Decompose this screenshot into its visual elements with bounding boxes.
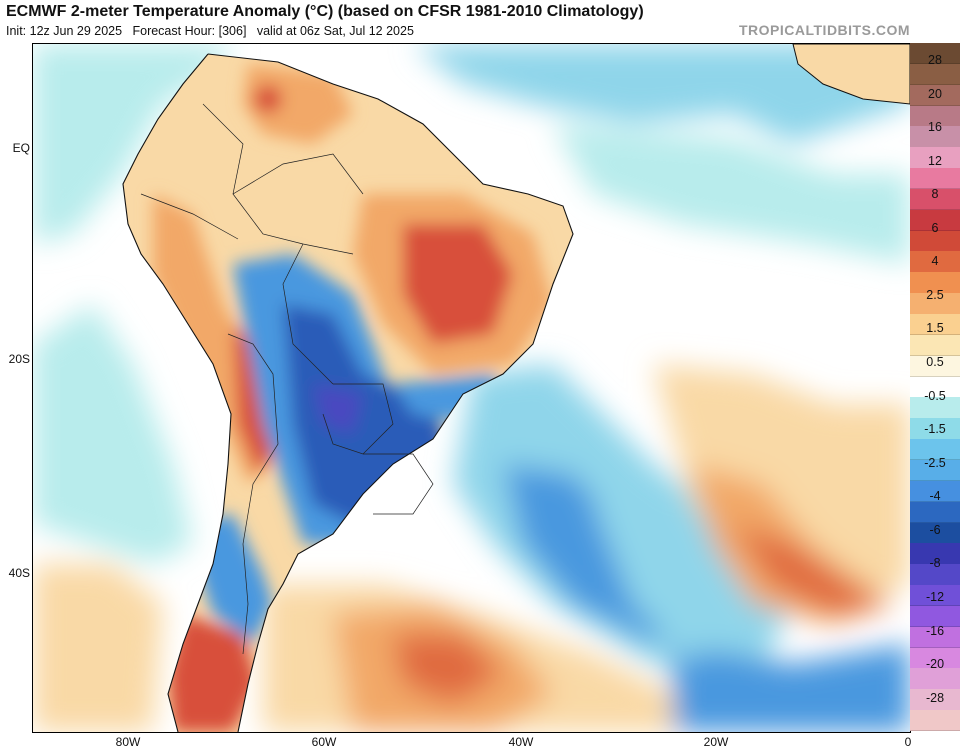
colorbar-label: 0.5 [926, 355, 944, 370]
colorbar-swatch [910, 689, 960, 711]
colorbar-swatch [910, 334, 960, 357]
colorbar-label: 4 [931, 254, 939, 269]
forecast-hour: Forecast Hour: [306] [132, 24, 247, 38]
colorbar-swatch [910, 522, 960, 544]
colorbar-swatch [910, 272, 960, 294]
colorbar-swatch [910, 501, 960, 523]
colorbar-label: 6 [931, 220, 939, 235]
colorbar-label: -12 [925, 589, 945, 604]
lat-label-eq: EQ [12, 141, 30, 155]
brand-watermark: TROPICALTIDBITS.COM [738, 22, 910, 38]
lon-label-20w: 20W [703, 735, 729, 749]
colorbar-label: -20 [925, 657, 945, 672]
colorbar-swatch [910, 439, 960, 461]
colorbar-swatch [910, 126, 960, 148]
colorbar-swatch [910, 459, 960, 482]
colorbar-label: -28 [925, 690, 945, 705]
colorbar-label: -6 [929, 522, 941, 537]
colorbar-swatch [910, 543, 960, 565]
colorbar-label: -1.5 [924, 422, 946, 437]
colorbar-swatch [910, 397, 960, 419]
colorbar-swatch [910, 355, 960, 378]
colorbar-swatch [910, 293, 960, 315]
map-title: ECMWF 2-meter Temperature Anomaly (°C) (… [6, 3, 644, 20]
colorbar-label: 20 [928, 86, 942, 101]
colorbar-swatch [910, 564, 960, 586]
colorbar-label: 8 [931, 187, 939, 202]
colorbar-swatch [910, 585, 960, 607]
ocean-anomaly-field [33, 44, 910, 732]
init-time: Init: 12z Jun 29 2025 [6, 24, 123, 38]
colorbar-swatch [910, 251, 960, 273]
run-info: Init: 12z Jun 29 2025 Forecast Hour: [30… [6, 24, 414, 38]
colorbar-swatch [910, 314, 960, 336]
colorbar-swatch [910, 418, 960, 440]
colorbar-label: -0.5 [924, 388, 946, 403]
colorbar-label: 16 [928, 120, 942, 135]
colorbar-swatch [910, 480, 960, 503]
colorbar-swatch [910, 376, 960, 398]
colorbar-swatch [910, 668, 960, 690]
colorbar-label: 28 [928, 53, 942, 67]
africa-coast [792, 44, 910, 105]
colorbar-label: -2.5 [924, 455, 946, 470]
colorbar-label: -8 [929, 556, 941, 571]
lon-label-80w: 80W [115, 735, 141, 749]
colorbar-swatch [910, 188, 960, 211]
colorbar-label: 1.5 [926, 321, 944, 336]
colorbar-swatch [910, 230, 960, 252]
colorbar-swatch [910, 626, 960, 649]
colorbar-swatch [910, 43, 960, 65]
colorbar-swatch [910, 209, 960, 232]
colorbar-swatch [910, 84, 960, 107]
colorbar-label: 12 [928, 153, 942, 168]
colorbar-swatch [910, 647, 960, 669]
colorbar-swatch [910, 168, 960, 190]
colorbar-swatch [910, 605, 960, 628]
country-borders [140, 103, 434, 655]
colorbar-swatch [910, 63, 960, 86]
lat-label-40s: 40S [8, 566, 30, 580]
lat-label-20s: 20S [8, 352, 30, 366]
coastline [122, 53, 574, 732]
map-canvas [33, 44, 910, 732]
valid-time: valid at 06z Sat, Jul 12 2025 [256, 24, 414, 38]
colorbar-swatch [910, 147, 960, 169]
colorbar-label: 2.5 [926, 287, 944, 302]
lon-label-40w: 40W [508, 735, 534, 749]
colorbar-label: -16 [925, 623, 945, 638]
colorbar-swatch [910, 710, 960, 732]
lon-label-0: 0 [904, 735, 912, 749]
colorbar-swatch [910, 105, 960, 127]
colorbar-label: -4 [929, 489, 941, 504]
lon-label-60w: 60W [311, 735, 337, 749]
colorbar-legend: 28 20 16 12 8 6 4 2.5 1.5 0.5 -0.5 -1.5 -2.5 -4 -6 -8 -1… [910, 43, 960, 732]
anomaly-map [32, 43, 911, 733]
